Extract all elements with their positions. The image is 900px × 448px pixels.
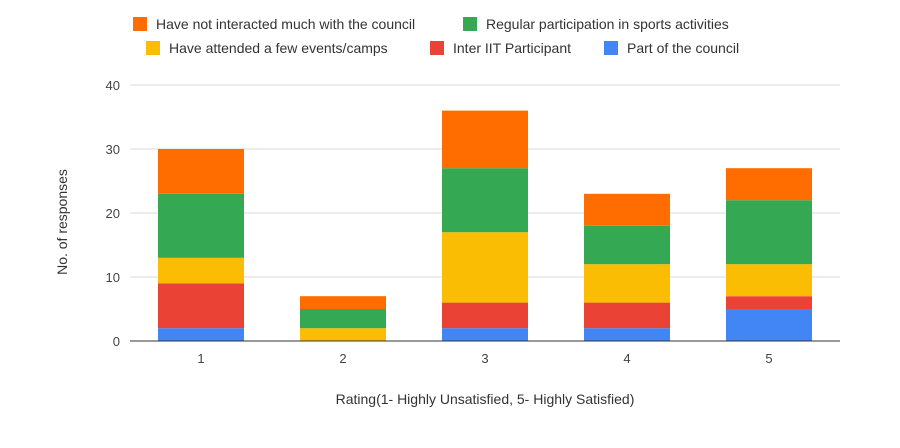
bar-segment-cat1-series4: [158, 149, 244, 194]
bar-segment-cat5-series1: [726, 296, 812, 309]
y-tick-label-10: 10: [106, 270, 120, 285]
legend-label-attended-events: Have attended a few events/camps: [169, 40, 388, 56]
legend-item-attended-events: Have attended a few events/camps: [146, 40, 388, 56]
legend-row-2: Have attended a few events/camps Inter I…: [0, 40, 900, 60]
bar-segment-cat3-series0: [442, 328, 528, 341]
legend-label-not-interacted: Have not interacted much with the counci…: [156, 16, 416, 32]
x-tick-label-3: 3: [481, 351, 488, 366]
bar-segment-cat5-series2: [726, 264, 812, 297]
x-tick-label-2: 2: [339, 351, 346, 366]
bar-segment-cat3-series2: [442, 232, 528, 303]
bar-segment-cat1-series1: [158, 283, 244, 329]
legend-label-council: Part of the council: [627, 40, 740, 56]
x-axis-label: Rating(1- Highly Unsatisfied, 5- Highly …: [336, 391, 635, 407]
x-tick-label-4: 4: [623, 351, 630, 366]
bar-segment-cat4-series3: [584, 225, 670, 265]
x-tick-label-5: 5: [765, 351, 772, 366]
bar-segment-cat4-series1: [584, 302, 670, 329]
bar-segment-cat3-series1: [442, 302, 528, 329]
y-axis-label: No. of responses: [54, 169, 70, 275]
legend-item-not-interacted: Have not interacted much with the counci…: [133, 16, 415, 32]
bar-segment-cat4-series4: [584, 193, 670, 226]
legend-item-inter-iit: Inter IIT Participant: [430, 40, 571, 56]
bars: [158, 110, 812, 341]
axes: 0 10 20 30 40 1 2 3 4 5: [106, 78, 840, 366]
bar-segment-cat5-series4: [726, 168, 812, 201]
legend-label-inter-iit: Inter IIT Participant: [453, 40, 572, 56]
bar-segment-cat5-series3: [726, 200, 812, 265]
legend-swatch-attended-events: [146, 41, 160, 55]
legend-row-1: Have not interacted much with the counci…: [0, 16, 900, 36]
bar-segment-cat2-series3: [300, 309, 386, 329]
legend-swatch-inter-iit: [430, 41, 444, 55]
y-tick-label-0: 0: [113, 334, 120, 349]
bar-segment-cat1-series0: [158, 328, 244, 341]
bar-segment-cat3-series3: [442, 168, 528, 233]
legend-item-council: Part of the council: [604, 40, 739, 56]
bar-segment-cat2-series4: [300, 296, 386, 309]
bar-segment-cat5-series0: [726, 309, 812, 341]
bar-segment-cat4-series0: [584, 328, 670, 341]
legend-swatch-regular-participation: [463, 17, 477, 31]
y-tick-label-30: 30: [106, 142, 120, 157]
legend-swatch-council: [604, 41, 618, 55]
bar-segment-cat1-series2: [158, 257, 244, 284]
bar-segment-cat1-series3: [158, 193, 244, 258]
y-tick-label-40: 40: [106, 78, 120, 93]
legend-item-regular-participation: Regular participation in sports activiti…: [463, 16, 729, 32]
legend-swatch-not-interacted: [133, 17, 147, 31]
bar-segment-cat2-series2: [300, 328, 386, 341]
bar-segment-cat4-series2: [584, 264, 670, 303]
y-tick-label-20: 20: [106, 206, 120, 221]
x-tick-label-1: 1: [197, 351, 204, 366]
legend-label-regular-participation: Regular participation in sports activiti…: [486, 16, 729, 32]
bar-segment-cat3-series4: [442, 110, 528, 169]
